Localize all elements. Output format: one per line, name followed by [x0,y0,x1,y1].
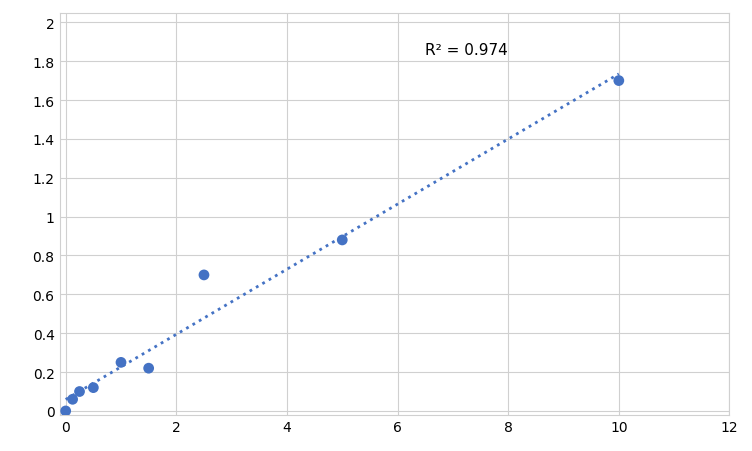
Text: R² = 0.974: R² = 0.974 [425,42,508,58]
Point [74,388,86,395]
Point [198,272,210,279]
Point [115,359,127,366]
Point [613,78,625,85]
Point [59,407,71,414]
Point [336,237,348,244]
Point [143,365,155,372]
Point [67,396,79,403]
Point [87,384,99,391]
